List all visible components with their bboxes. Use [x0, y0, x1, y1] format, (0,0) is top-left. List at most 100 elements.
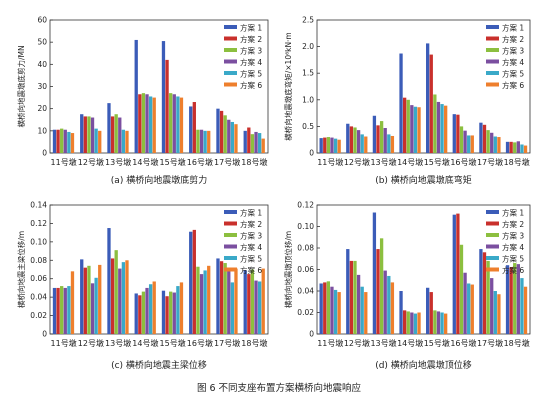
bar: [364, 136, 368, 153]
bar: [172, 292, 176, 334]
bar: [254, 131, 258, 153]
bar: [254, 280, 258, 334]
bar: [80, 259, 84, 334]
bar: [516, 264, 520, 335]
bar: [98, 130, 102, 153]
legend-swatch: [224, 25, 237, 29]
x-tick-label: 18号墩: [241, 338, 267, 348]
bar: [470, 135, 474, 153]
bar: [413, 313, 418, 334]
bar: [463, 130, 467, 153]
legend-swatch: [486, 59, 499, 64]
y-tick-label: 60: [37, 16, 47, 25]
y-tick-label: 1.5: [302, 69, 314, 78]
bar: [330, 286, 334, 334]
x-tick-label: 17号墩: [214, 157, 240, 167]
bar: [459, 244, 464, 334]
y-tick-label: 0.10: [297, 222, 314, 231]
bar: [125, 260, 129, 334]
bar: [383, 270, 387, 334]
bar: [141, 291, 146, 334]
y-tick-label: 0.02: [30, 311, 47, 320]
y-tick-label: 0: [309, 149, 314, 158]
bar: [250, 269, 255, 334]
bar: [227, 119, 231, 153]
y-tick-label: 0: [42, 149, 47, 158]
x-tick-label: 13号墩: [370, 157, 396, 167]
bar: [479, 122, 483, 153]
bar: [52, 129, 57, 153]
bar: [390, 282, 395, 334]
y-tick-label: 2.0: [302, 42, 314, 51]
y-axis-label: 横桥向地震主梁位移/m: [16, 231, 26, 308]
bar: [493, 291, 497, 334]
x-tick-label: 12号墩: [344, 157, 370, 167]
bar: [429, 292, 433, 334]
x-tick-label: 16号墩: [187, 338, 213, 348]
bar: [250, 134, 255, 153]
bar: [333, 289, 338, 334]
bar: [467, 283, 471, 334]
x-tick-label: 11号墩: [317, 338, 343, 348]
bar: [121, 129, 126, 153]
bar: [470, 284, 474, 334]
bar: [219, 110, 224, 153]
bar: [196, 266, 200, 334]
bar: [486, 260, 490, 334]
bar: [118, 117, 122, 153]
bar: [326, 137, 331, 153]
bar: [216, 108, 220, 153]
bar: [207, 130, 211, 153]
bar: [83, 267, 87, 334]
bar: [223, 263, 227, 334]
bar: [152, 97, 156, 153]
x-tick-label: 15号墩: [160, 157, 186, 167]
legend-label: 方案 3: [240, 231, 262, 241]
legend-label: 方案 1: [240, 208, 262, 218]
legend-label: 方案 5: [502, 254, 524, 264]
bar: [444, 313, 448, 334]
y-tick-label: 20: [37, 104, 47, 113]
chart-panel-2: 0 0.5 1.0 1.5 2.0 2.5 横桥向地震墩底弯矩/×10⁶kN·m 11号墩 12…: [283, 16, 531, 186]
bar: [360, 286, 364, 334]
bar: [145, 287, 149, 334]
bar: [410, 105, 414, 153]
bar: [230, 282, 235, 334]
bar: [98, 264, 102, 334]
panel-caption: (a) 横桥向地震墩底剪力: [111, 174, 207, 186]
legend-label: 方案 1: [240, 23, 262, 33]
legend-swatch: [224, 221, 237, 226]
legend-label: 方案 3: [240, 46, 262, 56]
bar: [376, 125, 380, 153]
bar: [165, 59, 169, 153]
bar: [189, 106, 193, 153]
bar: [383, 128, 387, 153]
bar: [520, 278, 524, 334]
x-tick-label: 15号墩: [424, 157, 450, 167]
bar: [452, 114, 456, 153]
bar: [234, 124, 238, 153]
legend-swatch: [224, 36, 237, 41]
bar: [203, 130, 207, 153]
bar: [63, 129, 67, 153]
bar: [90, 117, 95, 153]
bar: [199, 274, 204, 334]
bar: [479, 249, 483, 334]
legend-label: 方案 4: [502, 242, 524, 252]
bar: [87, 116, 91, 153]
bar: [176, 96, 180, 153]
bar: [505, 265, 510, 334]
y-tick-label: 0.04: [297, 287, 314, 296]
bar: [192, 102, 196, 153]
bar: [490, 278, 494, 334]
bar: [456, 213, 460, 334]
bar: [406, 311, 410, 334]
bar: [138, 94, 142, 153]
bar: [444, 105, 448, 153]
bar: [456, 114, 460, 153]
y-tick-label: 0.5: [302, 122, 314, 131]
bar: [165, 296, 169, 334]
bar: [417, 312, 421, 334]
bar: [110, 258, 115, 334]
x-tick-label: 11号墩: [317, 157, 343, 167]
